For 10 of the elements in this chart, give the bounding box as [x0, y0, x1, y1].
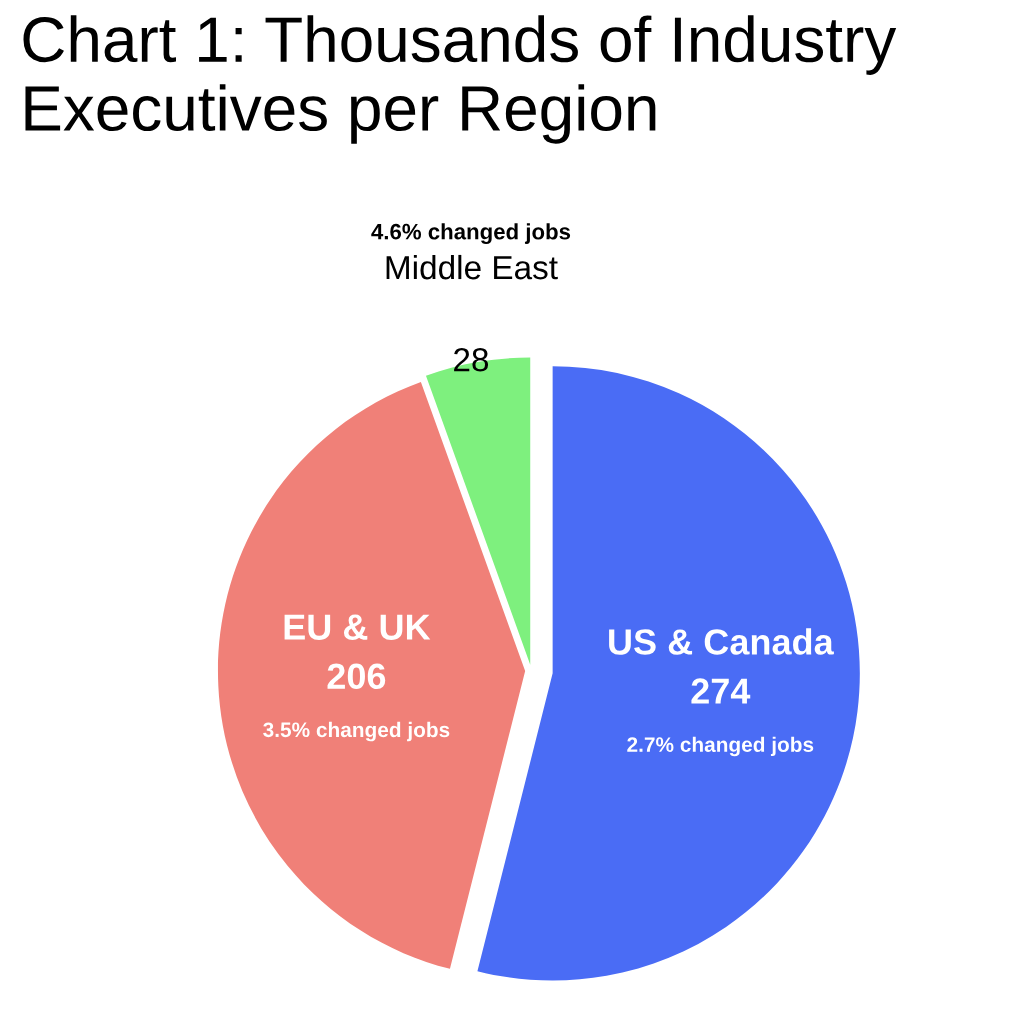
- data-label: 274: [691, 678, 751, 704]
- text: 4.6% changed jobs: [371, 223, 571, 244]
- data-label: 28: [454, 347, 489, 372]
- slice-label: Middle East: [386, 254, 558, 280]
- text: 3.5% changed jobs: [263, 721, 450, 742]
- text: 2.7% changed jobs: [627, 736, 814, 757]
- slice-label: EU & UK: [284, 614, 431, 640]
- slice-label: US & Canada: [609, 628, 834, 655]
- data-label: 206: [327, 663, 386, 690]
- chart-title: Chart 1: Thousands of Industry Executives per Region: [23, 15, 897, 144]
